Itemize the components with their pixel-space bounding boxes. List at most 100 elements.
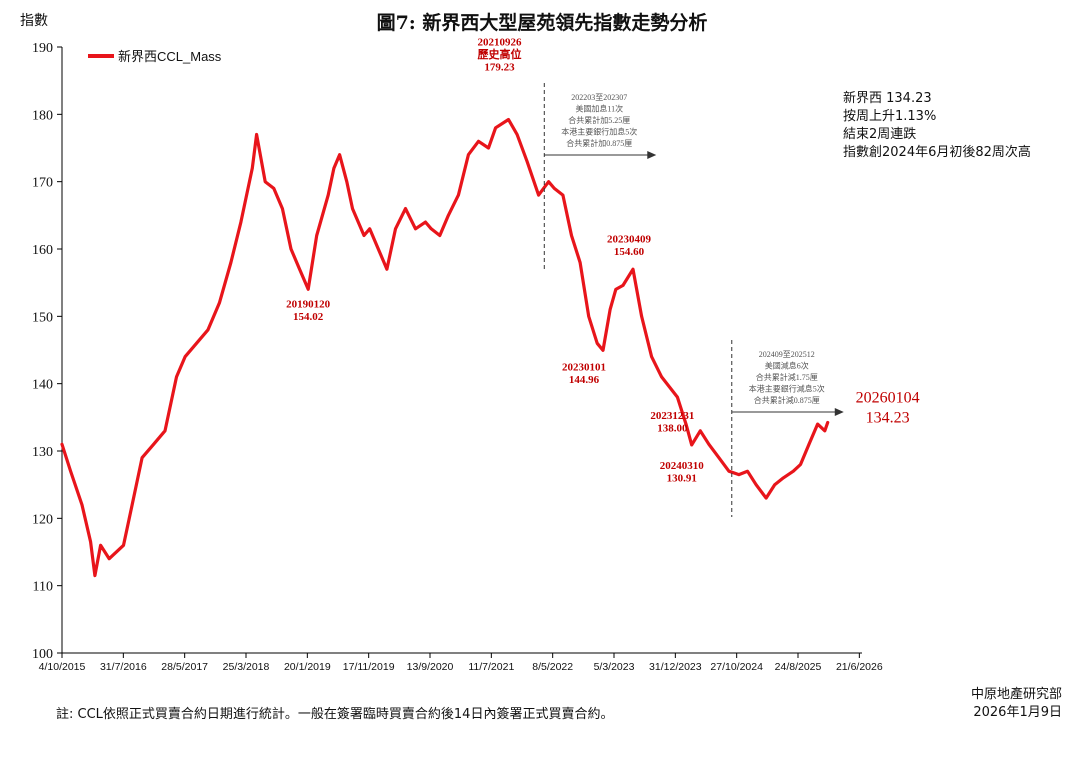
- data-point: [345, 180, 348, 183]
- data-point: [281, 207, 284, 210]
- data-point: [414, 227, 417, 230]
- data-point: [351, 207, 354, 210]
- y-tick-label: 110: [33, 580, 53, 595]
- legend-label: 新界西CCL_Mass: [118, 49, 222, 64]
- data-point: [368, 227, 371, 230]
- data-point: [477, 140, 480, 143]
- x-tick-label: 31/7/2016: [100, 661, 147, 673]
- data-annotation-label: 130.91: [667, 472, 697, 484]
- rate-note-line: 合共累計加0.875厘: [566, 138, 632, 148]
- data-annotation-label: 144.96: [569, 374, 600, 386]
- data-point: [676, 395, 679, 399]
- data-point: [140, 456, 144, 459]
- data-point: [175, 375, 178, 379]
- y-tick-label: 120: [32, 512, 53, 527]
- data-point: [699, 429, 702, 432]
- data-point: [99, 544, 102, 547]
- rate-note-line: 美國加息11次: [575, 104, 623, 114]
- data-point: [487, 146, 490, 150]
- x-tick-label: 4/10/2015: [39, 661, 86, 673]
- y-tick-label: 190: [32, 41, 53, 56]
- data-annotation-label: 154.02: [293, 311, 324, 323]
- x-tick-label: 24/8/2025: [775, 661, 822, 673]
- y-tick-label: 170: [32, 176, 53, 191]
- data-point: [782, 476, 785, 480]
- data-point: [394, 227, 397, 230]
- data-point: [570, 234, 573, 237]
- y-tick-label: 160: [32, 243, 53, 258]
- x-tick-label: 17/11/2019: [343, 661, 395, 673]
- data-point: [823, 429, 826, 432]
- data-point: [438, 234, 442, 237]
- data-point: [251, 167, 254, 170]
- x-tick-label: 13/9/2020: [407, 661, 454, 673]
- data-point: [792, 470, 795, 473]
- data-point: [614, 288, 618, 291]
- data-point: [239, 220, 243, 224]
- data-annotation-label: 20230101: [562, 361, 606, 373]
- credit: 中原地產研究部 2026年1月9日: [971, 686, 1062, 722]
- data-point: [547, 180, 550, 183]
- data-annotation-label: 20231231: [650, 410, 694, 422]
- data-point: [826, 421, 829, 424]
- summary-line: 指數創2024年6月初後82周次高: [843, 145, 1031, 160]
- data-point: [60, 443, 64, 446]
- data-point: [338, 153, 341, 156]
- data-point: [430, 227, 433, 230]
- data-point: [553, 187, 556, 190]
- data-annotation-label: 138.00: [657, 423, 688, 435]
- rate-note-line: 合共累計減1.75厘: [756, 372, 818, 382]
- rate-note-line: 合共累計加5.25厘: [568, 115, 630, 125]
- data-point: [773, 483, 776, 486]
- y-tick-label: 180: [32, 108, 53, 123]
- chart-title: 圖7: 新界西大型屋苑領先指數走勢分析: [376, 12, 708, 34]
- data-point: [108, 557, 111, 560]
- data-annotation-label: 20260104: [856, 390, 920, 407]
- data-annotation-label: 154.60: [614, 246, 645, 258]
- rate-arrow-head: [647, 151, 657, 159]
- y-axis-unit-label: 指數: [20, 13, 48, 29]
- summary-line: 結束2周連跌: [843, 127, 917, 142]
- data-annotation-label: 20210926: [478, 37, 523, 49]
- x-tick-label: 21/6/2026: [836, 661, 883, 673]
- data-point: [650, 355, 653, 358]
- data-point: [537, 193, 540, 197]
- x-tick-label: 20/1/2019: [284, 661, 331, 673]
- y-tick-label: 150: [32, 310, 53, 325]
- y-tick-label: 100: [32, 647, 53, 662]
- data-annotation-label: 20190120: [286, 298, 331, 310]
- data-point: [507, 118, 510, 121]
- series-line-ccl-mass: [60, 117, 830, 578]
- x-tick-label: 28/5/2017: [161, 661, 208, 673]
- data-point: [816, 422, 819, 426]
- data-point: [764, 496, 768, 500]
- data-annotation-label: 20240310: [660, 460, 705, 472]
- x-tick-label: 27/10/2024: [710, 661, 763, 673]
- data-point: [69, 470, 72, 473]
- data-point: [326, 193, 330, 197]
- data-point: [447, 214, 450, 217]
- data-point: [457, 193, 460, 197]
- data-point: [80, 503, 84, 507]
- data-point: [684, 422, 688, 426]
- x-tick-label: 11/7/2021: [468, 661, 514, 673]
- data-point: [515, 133, 519, 136]
- data-point: [122, 544, 125, 547]
- data-point: [596, 342, 599, 345]
- rate-note-line: 本港主要銀行加息5次: [561, 127, 637, 137]
- data-point: [272, 187, 276, 190]
- data-point: [608, 308, 612, 311]
- summary-box: 新界西 134.23 按周上升1.13% 結束2周連跌 指數創2024年6月初後…: [843, 90, 1031, 162]
- rate-note-line: 202203至202307: [571, 93, 627, 102]
- data-point: [601, 349, 605, 352]
- rate-note-line: 合共累計減0.875厘: [754, 395, 820, 405]
- data-point: [631, 268, 635, 271]
- data-point: [306, 288, 310, 291]
- y-tick-label: 140: [32, 378, 53, 393]
- rate-note-line: 202409至202512: [759, 350, 815, 359]
- data-point: [163, 429, 167, 432]
- data-point: [690, 443, 693, 447]
- rate-note-line: 本港主要銀行減息5次: [749, 384, 825, 394]
- data-point: [467, 153, 470, 156]
- data-point: [640, 315, 643, 318]
